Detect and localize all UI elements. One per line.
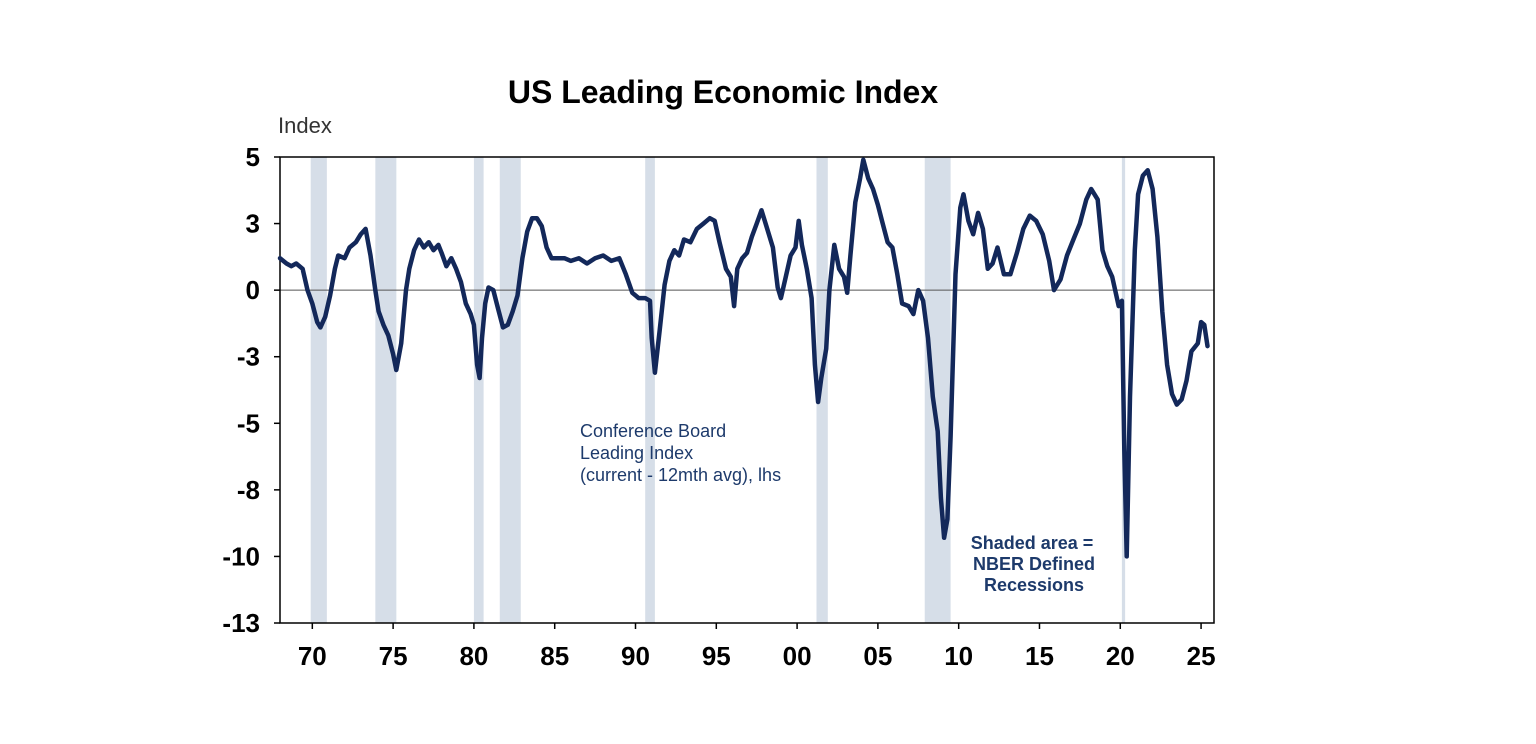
y-axis-label: Index <box>278 113 332 138</box>
x-tick-label-20: 20 <box>1106 641 1135 671</box>
recession-band-1 <box>310 157 327 623</box>
x-tick-label-95: 95 <box>702 641 731 671</box>
x-tick-label-70: 70 <box>298 641 327 671</box>
y-axis-ticks: 5 3 0 -3 -5 -8 -10 -13 <box>222 142 280 638</box>
x-tick-label-80: 80 <box>459 641 488 671</box>
x-tick-label-10: 10 <box>944 641 973 671</box>
leading-index-line <box>277 157 1210 559</box>
x-tick-label-05: 05 <box>863 641 892 671</box>
series-label-line-3: (current - 12mth avg), lhs <box>580 465 781 485</box>
chart-title: US Leading Economic Index <box>508 74 939 110</box>
y-tick-label-5: 5 <box>246 142 260 172</box>
recession-band-7 <box>924 157 951 623</box>
x-tick-label-00: 00 <box>783 641 812 671</box>
y-tick-label-3: 3 <box>246 209 260 239</box>
recession-band-6 <box>816 157 828 623</box>
x-tick-label-25: 25 <box>1187 641 1216 671</box>
x-axis-ticks: 70 75 80 85 90 95 00 05 10 15 20 25 <box>298 623 1216 671</box>
shade-label-line-3: Recessions <box>984 575 1084 595</box>
recession-legend-annotation: Shaded area = NBER Defined Recessions <box>971 533 1095 595</box>
recession-shading-layer <box>310 157 1126 623</box>
recession-band-3 <box>473 157 484 623</box>
series-label-line-2: Leading Index <box>580 443 693 463</box>
shade-label-line-1: Shaded area = <box>971 533 1094 553</box>
y-tick-label--13: -13 <box>222 608 260 638</box>
y-tick-label--5: -5 <box>237 408 260 438</box>
shade-label-line-2: NBER Defined <box>973 554 1095 574</box>
recession-band-2 <box>375 157 397 623</box>
y-tick-label-0: 0 <box>246 275 260 305</box>
x-tick-label-90: 90 <box>621 641 650 671</box>
x-tick-label-75: 75 <box>379 641 408 671</box>
recession-band-5 <box>645 157 655 623</box>
series-label-annotation: Conference Board Leading Index (current … <box>580 421 781 485</box>
x-tick-label-85: 85 <box>540 641 569 671</box>
recession-band-4 <box>499 157 521 623</box>
x-tick-label-15: 15 <box>1025 641 1054 671</box>
plot-frame <box>279 156 1215 624</box>
series-label-line-1: Conference Board <box>580 421 726 441</box>
y-tick-label--8: -8 <box>237 475 260 505</box>
y-tick-label--10: -10 <box>222 541 260 571</box>
y-tick-label--3: -3 <box>237 342 260 372</box>
